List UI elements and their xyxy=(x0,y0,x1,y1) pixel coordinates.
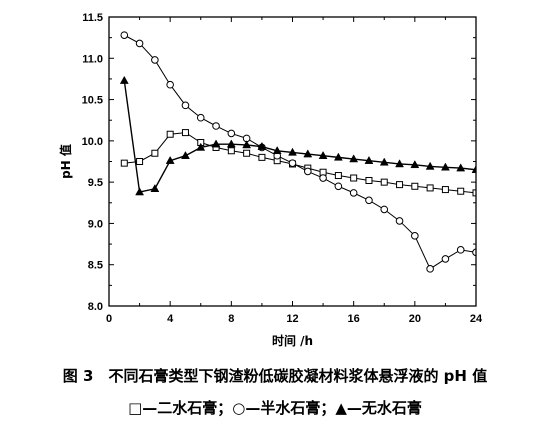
data-point xyxy=(165,155,175,164)
data-point xyxy=(365,176,373,184)
data-point xyxy=(135,187,145,196)
data-point xyxy=(426,184,434,192)
data-point xyxy=(288,159,297,167)
legend-label-anhydrite: —无水石膏 xyxy=(346,399,422,417)
data-point xyxy=(334,182,343,191)
data-point xyxy=(426,265,434,273)
legend-square-icon: □ xyxy=(128,399,143,417)
data-point xyxy=(196,113,205,122)
y-tick-label: 9.5 xyxy=(88,177,103,189)
series-line xyxy=(123,80,476,193)
series-1 xyxy=(120,31,476,273)
legend-caption: □—二水石膏；○—半水石膏；▲—无水石膏 xyxy=(0,398,550,418)
data-point xyxy=(379,157,389,166)
data-point xyxy=(272,146,282,155)
legend-triangle-icon: ▲ xyxy=(335,399,347,417)
data-point xyxy=(411,182,419,190)
figure-caption: 图 3 不同石膏类型下钢渣粉低碳胶凝材料浆体悬浮液的 pH 值 xyxy=(62,367,488,385)
data-point xyxy=(151,149,159,157)
data-point xyxy=(303,167,312,176)
data-point xyxy=(472,189,476,197)
data-point xyxy=(334,172,342,180)
x-axis-title: 时间 /h xyxy=(272,333,313,348)
data-point xyxy=(380,205,389,214)
data-point xyxy=(181,151,190,159)
data-point xyxy=(135,39,144,48)
data-point xyxy=(242,140,252,149)
data-point xyxy=(120,159,128,167)
data-point xyxy=(243,149,251,157)
x-tick-label: 12 xyxy=(286,313,298,325)
data-point xyxy=(150,184,160,192)
data-point xyxy=(303,149,313,158)
data-point xyxy=(425,161,435,170)
axis-layer: 0 4 8 12 16 20 24 8.0 8.5 9.0 9.5 10.0 10.5 11.0 11.5 xyxy=(82,12,483,325)
x-tick-label: 0 xyxy=(106,313,112,325)
data-point xyxy=(395,217,404,225)
data-point xyxy=(119,75,129,84)
data-point xyxy=(471,165,476,174)
data-point xyxy=(441,186,449,194)
data-point xyxy=(349,189,358,197)
y-tick-label: 8.5 xyxy=(88,260,103,272)
data-point xyxy=(181,129,189,137)
data-point xyxy=(257,141,267,150)
data-point xyxy=(380,178,388,186)
series-layer xyxy=(119,31,476,273)
x-tick-label: 4 xyxy=(167,313,174,325)
x-tick-label: 8 xyxy=(228,313,234,325)
data-point xyxy=(212,122,220,130)
data-point xyxy=(136,158,144,165)
data-point xyxy=(120,31,129,39)
legend-label-dihydrate: —二水石膏； xyxy=(142,399,233,417)
data-point xyxy=(349,154,359,163)
y-tick-label: 10.5 xyxy=(82,95,103,107)
y-tick-label: 10.0 xyxy=(82,136,103,148)
y-tick-label: 11.0 xyxy=(82,53,103,65)
data-point xyxy=(456,246,465,254)
data-point xyxy=(472,248,476,257)
data-point xyxy=(333,152,343,161)
data-point xyxy=(350,174,358,182)
x-tick-label: 20 xyxy=(409,313,421,325)
data-point xyxy=(456,163,466,172)
data-point xyxy=(226,139,236,148)
data-point xyxy=(440,162,450,171)
data-point xyxy=(318,151,328,159)
data-point xyxy=(396,181,404,189)
chart: 0 4 8 12 16 20 248.08.59.09.510.010.511.011.5 … xyxy=(58,12,483,348)
data-point xyxy=(227,147,235,155)
data-point xyxy=(411,232,419,240)
series-line xyxy=(124,132,476,194)
y-tick-label: 8.0 xyxy=(88,301,103,313)
series-0 xyxy=(120,129,476,197)
data-point xyxy=(441,255,450,263)
y-tick-label: 9.0 xyxy=(88,218,103,230)
y-tick-label: 11.5 xyxy=(82,12,103,24)
series-2 xyxy=(119,75,476,196)
data-point xyxy=(364,155,374,164)
data-point xyxy=(457,187,465,195)
data-point xyxy=(410,160,420,169)
data-point xyxy=(151,56,159,64)
y-axis-title: pH 值 xyxy=(58,144,73,179)
data-point xyxy=(211,139,221,148)
x-tick-label: 24 xyxy=(470,313,483,325)
data-point xyxy=(258,153,266,161)
data-point xyxy=(166,130,174,138)
data-point xyxy=(196,142,206,151)
series-line xyxy=(124,34,476,270)
data-point xyxy=(319,174,327,182)
data-point xyxy=(365,196,373,205)
legend-label-hemihydrate: —半水石膏； xyxy=(245,399,336,417)
data-point xyxy=(288,147,297,156)
data-point xyxy=(395,159,404,168)
x-tick-label: 16 xyxy=(348,313,360,325)
legend-circle-icon: ○ xyxy=(232,399,246,417)
data-point xyxy=(181,101,190,110)
data-point xyxy=(227,129,236,138)
data-point xyxy=(166,80,174,89)
